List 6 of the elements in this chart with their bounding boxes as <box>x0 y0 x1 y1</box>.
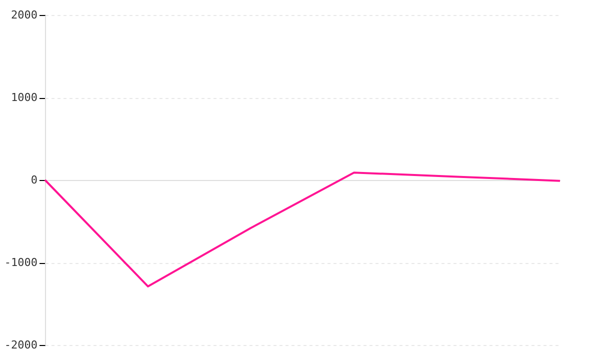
y-tick-label: 2000 <box>11 8 38 22</box>
y-tick-label: 1000 <box>11 91 38 104</box>
line-series <box>44 172 561 288</box>
y-tick-label: -1000 <box>4 256 38 269</box>
y-tick-label: 0 <box>30 174 38 186</box>
y-tick-label: -2000 <box>4 338 38 352</box>
